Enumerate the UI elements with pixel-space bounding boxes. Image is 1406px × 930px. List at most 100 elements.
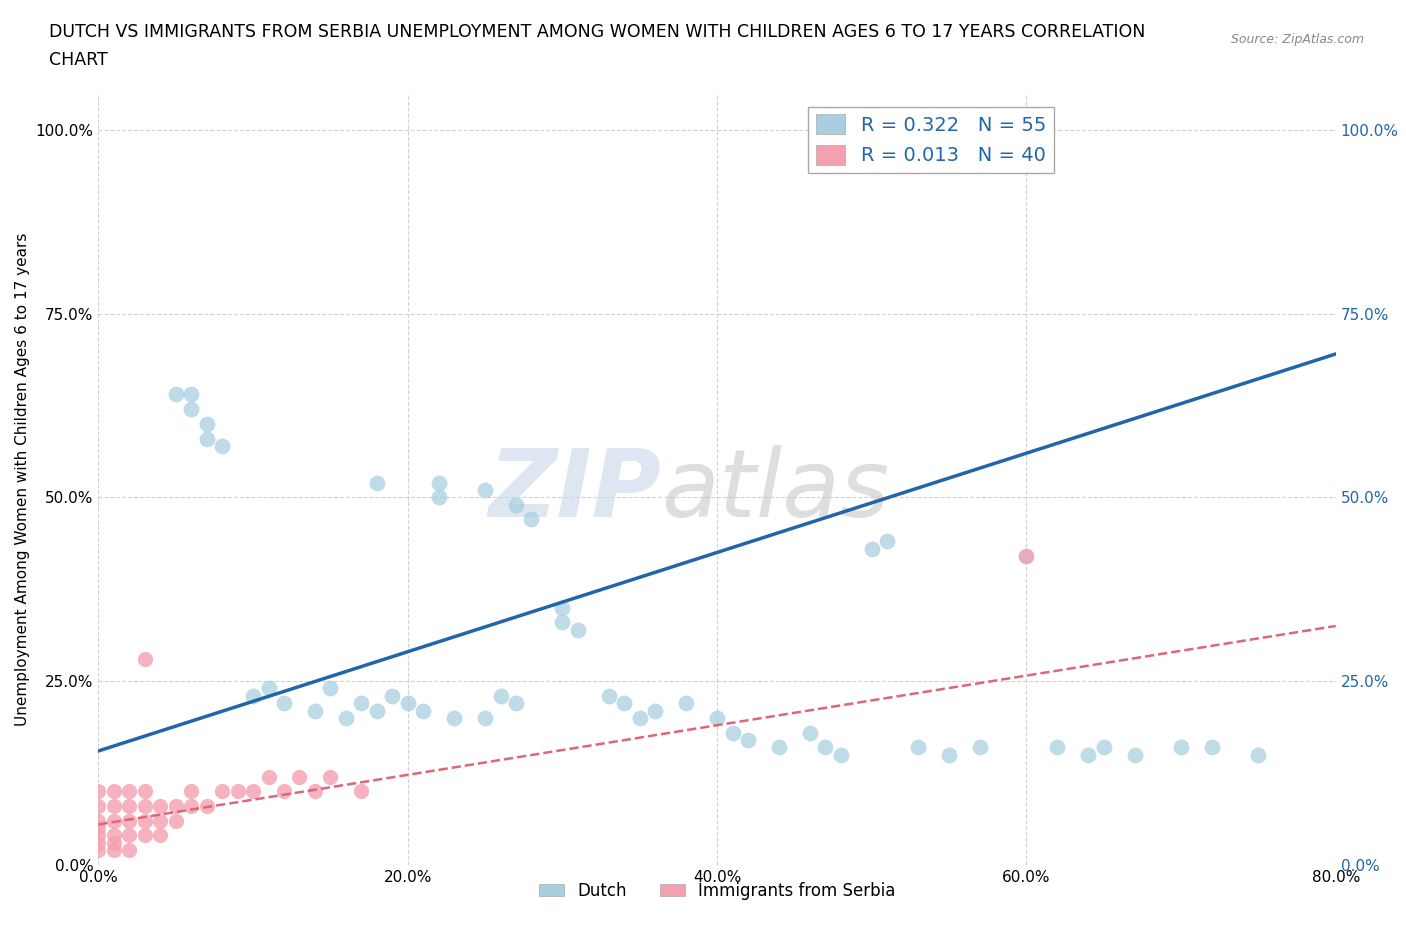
Point [134, 828, 156, 843]
Point [876, 534, 898, 549]
Text: DUTCH VS IMMIGRANTS FROM SERBIA UNEMPLOYMENT AMONG WOMEN WITH CHILDREN AGES 6 TO: DUTCH VS IMMIGRANTS FROM SERBIA UNEMPLOY… [49, 23, 1146, 41]
Point [675, 696, 697, 711]
Point [505, 498, 527, 512]
Point [505, 696, 527, 711]
Point [149, 828, 172, 843]
Point [520, 512, 543, 526]
Point [969, 740, 991, 755]
Point [195, 417, 218, 432]
Point [830, 747, 852, 762]
Point [288, 769, 311, 784]
Point [907, 740, 929, 755]
Point [211, 784, 233, 799]
Point [118, 799, 141, 814]
Point [118, 784, 141, 799]
Point [1247, 747, 1270, 762]
Point [165, 799, 187, 814]
Point [103, 784, 125, 799]
Point [1170, 740, 1192, 755]
Point [721, 725, 744, 740]
Point [134, 814, 156, 829]
Point [644, 703, 666, 718]
Point [396, 696, 419, 711]
Point [103, 814, 125, 829]
Point [598, 688, 620, 703]
Text: Source: ZipAtlas.com: Source: ZipAtlas.com [1230, 33, 1364, 46]
Point [551, 600, 574, 615]
Point [103, 835, 125, 850]
Text: atlas: atlas [661, 445, 890, 536]
Point [242, 688, 264, 703]
Point [87, 799, 110, 814]
Point [180, 387, 202, 402]
Point [87, 820, 110, 835]
Point [273, 696, 295, 711]
Point [87, 835, 110, 850]
Point [165, 387, 187, 402]
Point [149, 799, 172, 814]
Point [474, 483, 496, 498]
Point [1123, 747, 1146, 762]
Point [799, 725, 821, 740]
Point [118, 843, 141, 857]
Point [366, 703, 388, 718]
Point [134, 784, 156, 799]
Point [706, 711, 728, 725]
Point [103, 828, 125, 843]
Point [350, 784, 373, 799]
Point [242, 784, 264, 799]
Point [489, 688, 512, 703]
Point [427, 475, 450, 490]
Point [134, 799, 156, 814]
Point [149, 814, 172, 829]
Point [768, 740, 790, 755]
Point [319, 681, 342, 696]
Point [180, 799, 202, 814]
Point [551, 615, 574, 630]
Point [319, 769, 342, 784]
Point [427, 490, 450, 505]
Point [118, 828, 141, 843]
Point [1092, 740, 1115, 755]
Point [1046, 740, 1069, 755]
Point [180, 784, 202, 799]
Point [1201, 740, 1223, 755]
Point [1015, 549, 1038, 564]
Point [134, 652, 156, 667]
Legend: Dutch, Immigrants from Serbia: Dutch, Immigrants from Serbia [531, 875, 903, 907]
Point [474, 711, 496, 725]
Point [1015, 549, 1038, 564]
Point [335, 711, 357, 725]
Point [87, 843, 110, 857]
Point [304, 784, 326, 799]
Point [938, 747, 960, 762]
Point [226, 784, 249, 799]
Point [350, 696, 373, 711]
Point [304, 703, 326, 718]
Point [257, 769, 280, 784]
Point [567, 622, 589, 637]
Point [381, 688, 404, 703]
Point [366, 475, 388, 490]
Point [195, 432, 218, 446]
Point [103, 843, 125, 857]
Point [103, 799, 125, 814]
Point [860, 541, 883, 556]
Text: ZIP: ZIP [488, 445, 661, 537]
Point [613, 696, 636, 711]
Y-axis label: Unemployment Among Women with Children Ages 6 to 17 years: Unemployment Among Women with Children A… [15, 232, 30, 725]
Text: CHART: CHART [49, 51, 108, 69]
Point [87, 828, 110, 843]
Point [165, 814, 187, 829]
Point [180, 402, 202, 417]
Point [257, 681, 280, 696]
Point [412, 703, 434, 718]
Point [118, 814, 141, 829]
Point [814, 740, 837, 755]
Point [211, 438, 233, 453]
Point [628, 711, 651, 725]
Point [737, 733, 759, 748]
Point [273, 784, 295, 799]
Point [87, 784, 110, 799]
Point [87, 814, 110, 829]
